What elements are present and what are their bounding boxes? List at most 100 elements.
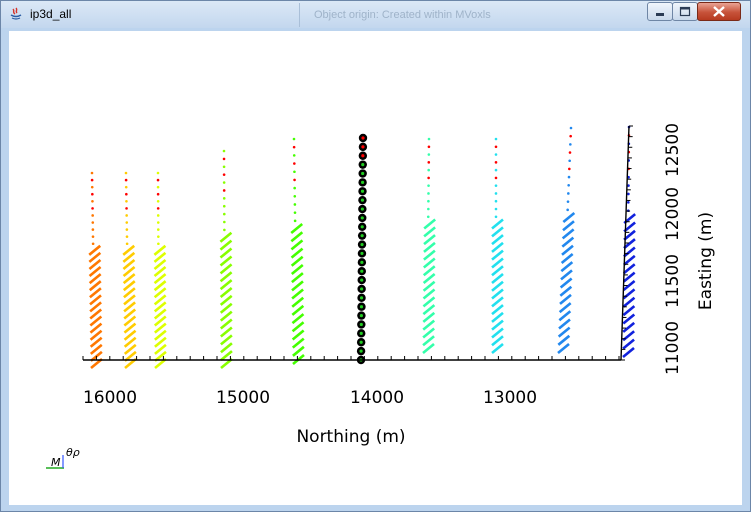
line-point [427,207,430,211]
line-segment [491,218,504,230]
selected-line-marker-center [361,163,365,167]
y-axis-title: Easting (m) [696,212,716,310]
line-segment [219,294,233,306]
line-segment [153,244,167,256]
line-segment [290,247,304,259]
line-point [222,165,226,169]
line-segment [622,263,636,275]
line-segment [491,241,504,253]
line-point [293,186,296,190]
selected-line-marker-center [359,314,363,318]
title-bar[interactable]: ip3d_all Object origin: Created within M… [1,1,750,28]
line-segment [422,280,436,292]
line-segment [622,305,636,317]
line-segment [622,346,635,359]
line-point [427,192,430,195]
line-point [427,145,431,149]
line-point [125,235,129,238]
line-segment [491,257,504,269]
line-point [125,221,129,224]
line-point [494,192,498,195]
line-segment [291,288,304,300]
line-segment [154,336,167,348]
line-segment [622,271,636,283]
line-segment [219,239,233,251]
line-segment [559,293,572,305]
y-tick-label: 12500 [663,123,683,177]
line-point [568,159,571,163]
line-segment [219,318,233,330]
line-segment [290,223,304,235]
line-point [156,178,160,182]
line-segment [560,252,574,264]
line-point [566,208,569,212]
line-point [427,199,430,203]
line-point [91,242,95,246]
title-separator [299,3,300,27]
line-segment [422,288,436,300]
line-segment [89,301,102,313]
line-segment [219,271,233,283]
line-segment [88,266,102,278]
line-point [292,154,296,157]
line-point [222,204,226,208]
y-tick-label: 11000 [663,321,683,375]
line-segment [622,296,636,308]
selected-line-marker-center [360,251,364,256]
selected-line-marker-center [359,305,364,309]
line-point [494,207,498,211]
maximize-button[interactable] [672,2,698,21]
3d-plot[interactable]: 16000 15000 14000 13000 Northing (m) 110… [9,31,742,505]
line-point [427,137,431,141]
line-segment [422,311,436,323]
selected-line-marker-center [360,269,364,273]
line-segment [423,234,436,246]
line-segment [561,236,575,248]
line-segment [153,266,167,278]
line-segment [88,244,102,256]
line-segment [122,273,136,285]
line-segment [562,212,576,224]
line-point [222,181,226,184]
close-button[interactable] [697,2,741,21]
line-segment [291,280,304,292]
line-segment [154,343,167,355]
line-point [293,178,296,182]
line-segment [557,342,570,355]
line-segment [561,244,574,256]
line-point [292,145,296,149]
minimize-button[interactable] [647,2,673,21]
line-point [427,153,431,156]
line-segment [422,272,436,285]
plot-canvas[interactable]: 16000 15000 14000 13000 Northing (m) 110… [9,31,742,505]
selected-line-marker-center [361,154,365,158]
line-segment [122,251,136,263]
line-segment [153,280,167,292]
line-segment [491,327,504,339]
line-segment [290,231,304,243]
line-point [568,167,571,171]
line-segment [153,308,167,320]
selected-line-marker-center [359,349,363,353]
line-segment [291,329,305,341]
selected-line-marker-center [360,234,364,238]
selected-line-marker-center [360,278,364,282]
line-segment [89,287,102,299]
java-app-icon [10,7,22,20]
line-point [91,235,95,238]
line-point [222,157,226,161]
line-segment [88,273,102,285]
line-point [124,185,128,189]
line-segment [491,335,504,347]
line-segment [423,226,436,238]
selected-line-marker-center [360,260,364,264]
line-segment [422,319,436,331]
line-point [156,214,160,217]
line-point [494,168,498,172]
line-point [569,134,572,138]
line-segment [491,288,504,300]
line-segment [559,277,573,289]
line-point [125,242,129,246]
line-segment [153,251,167,263]
line-point [567,192,570,195]
